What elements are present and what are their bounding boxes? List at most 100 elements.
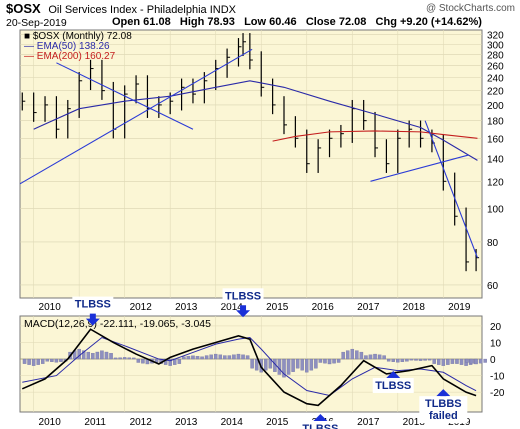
macd-histogram-bar xyxy=(241,354,245,360)
ema50-legend: — EMA(50) 138.26 xyxy=(24,41,110,52)
macd-histogram-bar xyxy=(236,353,241,360)
macd-histogram-bar xyxy=(405,358,409,362)
macd-histogram-bar xyxy=(309,358,314,371)
macd-histogram-bar xyxy=(213,353,218,360)
macd-histogram-bar xyxy=(282,358,286,378)
tlbss-annotation: TLBSS xyxy=(222,288,264,318)
macd-histogram-bar xyxy=(36,358,40,365)
macd-histogram-bar xyxy=(437,358,441,365)
annotation-label: TLBSS xyxy=(375,380,411,392)
macd-histogram-bar xyxy=(91,353,95,360)
macd-histogram-bar xyxy=(218,354,223,360)
macd-histogram-bar xyxy=(377,354,382,360)
annotation-arrow xyxy=(313,414,328,426)
macd-x-tick-label: 2017 xyxy=(357,417,380,428)
macd-histogram-bar xyxy=(31,358,36,366)
macd-y-tick-label: -10 xyxy=(490,372,505,383)
macd-histogram-bar xyxy=(122,357,127,360)
macd-histogram-bar xyxy=(432,358,436,364)
tlbss-annotation: TLBSS xyxy=(299,414,341,429)
annotation-arrow xyxy=(386,370,401,383)
macd-histogram-bar xyxy=(204,355,209,360)
macd-histogram-bar xyxy=(455,358,459,364)
macd-histogram-bar xyxy=(478,358,483,364)
symbol: $OSX xyxy=(6,1,41,16)
credit: @ StockCharts.com xyxy=(425,3,515,14)
macd-histogram-bar xyxy=(295,358,300,369)
macd-histogram-bar xyxy=(286,358,291,375)
annotation-arrow xyxy=(85,313,100,326)
change-value: Chg +9.20 (+14.62%) xyxy=(375,16,482,28)
index-description: Oil Services Index - Philadelphia INDX xyxy=(48,4,237,16)
price-y-tick-label: 140 xyxy=(487,154,504,165)
price-plot-area xyxy=(19,29,483,299)
macd-histogram-bar xyxy=(277,358,282,375)
macd-histogram-bar xyxy=(45,358,50,362)
price-y-tick-label: 240 xyxy=(487,74,504,85)
macd-histogram-bar xyxy=(27,358,31,365)
annotation-label: TLBSS xyxy=(225,290,261,302)
macd-y-tick-label: 20 xyxy=(490,322,502,333)
trendline xyxy=(424,120,478,258)
macd-histogram-bar xyxy=(305,358,309,373)
price-y-tick-label: 60 xyxy=(487,281,499,292)
ema200-legend: — EMA(200) 160.27 xyxy=(24,51,116,62)
macd-histogram-bar xyxy=(364,355,368,360)
macd-histogram-bar xyxy=(77,348,81,360)
price-x-tick-label: 2015 xyxy=(266,302,289,313)
annotation-label: TLBSS xyxy=(75,299,111,311)
annotation-label-bg xyxy=(72,296,114,312)
macd-x-tick-label: 2018 xyxy=(403,417,426,428)
macd-histogram-bar xyxy=(469,358,474,364)
macd-histogram-bar xyxy=(223,355,227,360)
macd-histogram-bar xyxy=(314,358,318,369)
macd-histogram-bar xyxy=(86,351,91,360)
annotation-label-bg xyxy=(419,396,468,424)
annotation-label-bg xyxy=(372,377,414,393)
price-y-tick-label: 180 xyxy=(487,117,504,128)
tlbss-annotation: TLBSS xyxy=(372,370,414,393)
macd-y-tick-label: 0 xyxy=(490,355,496,366)
macd-histogram-bar xyxy=(227,355,232,360)
price-x-tick-label: 2012 xyxy=(130,302,153,313)
macd-x-tick-label: 2015 xyxy=(266,417,289,428)
ema50-line xyxy=(33,80,478,161)
trendline xyxy=(370,154,469,182)
macd-histogram-bar xyxy=(368,354,373,360)
annotation-label-bg xyxy=(222,288,264,304)
price-x-tick-label: 2014 xyxy=(221,302,244,313)
macd-histogram-bar xyxy=(209,354,213,360)
macd-histogram-bar xyxy=(355,350,359,360)
price-y-tick-label: 160 xyxy=(487,134,504,145)
macd-histogram-bar xyxy=(182,356,186,360)
macd-histogram-bar xyxy=(441,358,446,366)
price-y-tick-label: 220 xyxy=(487,87,504,98)
macd-histogram-bar xyxy=(332,358,336,364)
price-legend: ■ $OSX (Monthly) 72.08 xyxy=(24,31,132,42)
price-y-tick-label: 260 xyxy=(487,62,504,73)
price-x-tick-label: 2018 xyxy=(403,302,426,313)
macd-histogram-bar xyxy=(400,358,405,362)
macd-x-tick-label: 2013 xyxy=(175,417,198,428)
macd-histogram-bar xyxy=(141,358,145,364)
price-x-tick-label: 2017 xyxy=(357,302,380,313)
macd-histogram-bar xyxy=(300,358,304,371)
annotation-arrow xyxy=(436,389,451,402)
macd-y-tick-label: 10 xyxy=(490,338,502,349)
macd-histogram-bar xyxy=(450,358,455,364)
open-value: Open 61.08 xyxy=(112,16,171,28)
macd-histogram-bar xyxy=(50,358,54,362)
macd-histogram-bar xyxy=(22,358,27,364)
macd-histogram-bar xyxy=(373,353,377,360)
price-x-tick-label: 2010 xyxy=(39,302,62,313)
macd-histogram-bar xyxy=(232,354,236,360)
price-x-tick-label: 2013 xyxy=(175,302,198,313)
annotation-label: failed xyxy=(429,410,458,422)
price-x-tick-label: 2019 xyxy=(448,302,471,313)
macd-histogram-bar xyxy=(459,358,464,365)
macd-histogram-bar xyxy=(409,358,414,361)
macd-histogram-bar xyxy=(245,355,250,360)
macd-histogram-bar xyxy=(41,358,45,364)
macd-histogram-bar xyxy=(323,358,327,364)
